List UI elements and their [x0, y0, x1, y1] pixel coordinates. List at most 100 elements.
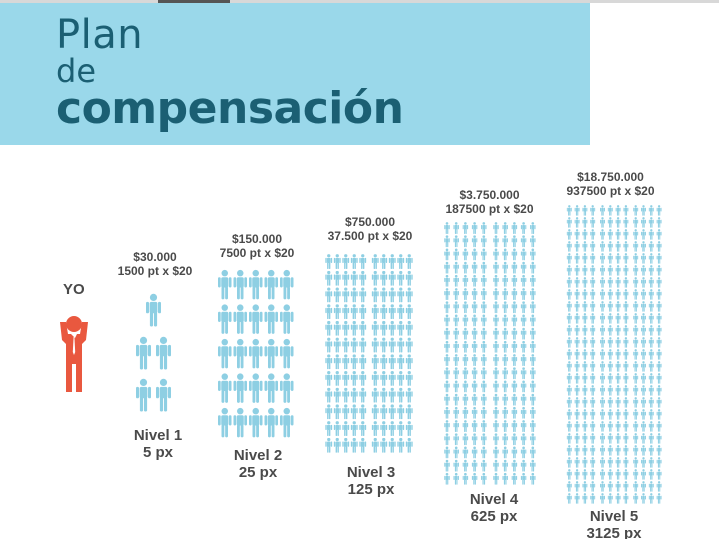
person-icon [566, 409, 572, 420]
person-icon [600, 445, 605, 456]
person-icon [371, 404, 379, 420]
person-icon [600, 289, 605, 300]
person-icon [380, 270, 388, 286]
person-icon [600, 241, 605, 252]
level-5-figures [566, 205, 662, 504]
person-icon [481, 222, 487, 234]
person-icon [530, 420, 536, 432]
person-icon [388, 287, 396, 303]
person-icon [656, 277, 662, 288]
person-icon [656, 301, 662, 312]
person-icon [511, 248, 518, 261]
person-icon [156, 336, 171, 370]
person-icon [481, 420, 487, 432]
level-3-figures [325, 254, 413, 453]
person-icon [471, 433, 478, 446]
person-icon [462, 274, 469, 287]
person-icon [502, 446, 508, 459]
person-icon [388, 437, 396, 453]
person-icon [607, 409, 613, 420]
person-icon [590, 361, 596, 372]
person-icon [590, 253, 596, 264]
person-icon [481, 288, 487, 300]
person-icon [481, 433, 487, 446]
person-icon [462, 354, 469, 366]
person-icon [493, 367, 499, 380]
person-icon [511, 459, 518, 472]
person-icon [471, 380, 478, 393]
person-icon [444, 327, 450, 340]
person-icon [530, 327, 536, 340]
person-icon [566, 325, 572, 336]
you-label: YO [63, 281, 85, 298]
person-icon [574, 385, 580, 396]
person-icon [511, 301, 518, 314]
person-icon [641, 277, 646, 288]
level-4-figures [444, 222, 536, 485]
person-icon [462, 248, 469, 261]
person-icon [656, 241, 662, 252]
person-icon [600, 229, 605, 240]
person-icon [574, 265, 580, 276]
person-icon [566, 397, 572, 408]
person-icon [333, 320, 341, 336]
person-icon [511, 380, 518, 393]
person-icon [264, 407, 278, 438]
person-icon [656, 325, 662, 336]
person-icon [582, 241, 588, 252]
person-icon [633, 493, 639, 504]
person-icon [462, 393, 469, 406]
person-icon [623, 277, 629, 288]
person-icon [648, 325, 654, 336]
person-icon [656, 337, 662, 348]
person-icon [481, 367, 487, 380]
person-icon [574, 301, 580, 312]
person-icon [566, 457, 572, 468]
person-icon [493, 393, 499, 406]
person-icon [574, 421, 580, 432]
person-icon [574, 469, 580, 480]
person-icon [600, 205, 605, 216]
person-icon [405, 387, 413, 403]
person-icon [471, 327, 478, 340]
person-icon [641, 481, 646, 492]
person-icon [453, 248, 459, 261]
person-icon [641, 313, 646, 324]
person-icon [590, 229, 596, 240]
person-icon [623, 265, 629, 276]
person-icon [566, 277, 572, 288]
person-icon [264, 338, 278, 369]
person-icon [493, 248, 499, 261]
person-icon [648, 373, 654, 384]
person-icon [371, 270, 379, 286]
level-1-name: Nivel 1 [133, 427, 183, 444]
person-icon [641, 253, 646, 264]
person-icon [656, 205, 662, 216]
person-icon [397, 254, 405, 269]
person-icon [590, 433, 596, 444]
person-icon [233, 304, 247, 334]
level-3-amount: $750.000 [344, 215, 396, 229]
person-icon [656, 457, 662, 468]
person-icon [481, 406, 487, 419]
person-icon [380, 287, 388, 303]
person-icon [511, 274, 518, 287]
person-icon [342, 387, 350, 403]
person-icon [590, 493, 596, 504]
person-icon [615, 313, 621, 324]
person-icon [342, 254, 350, 269]
person-icon [648, 457, 654, 468]
person-icon [249, 407, 263, 438]
level-1-amount-label: $30.000 1500 pt x $20 [105, 250, 205, 279]
person-icon [641, 265, 646, 276]
person-icon [600, 325, 605, 336]
person-icon [615, 241, 621, 252]
person-icon [471, 274, 478, 287]
person-icon [574, 217, 580, 228]
person-icon [502, 314, 508, 327]
person-icon [648, 289, 654, 300]
level-5-name: Nivel 5 [589, 508, 639, 525]
person-icon [641, 385, 646, 396]
person-icon [493, 459, 499, 472]
person-icon [574, 397, 580, 408]
